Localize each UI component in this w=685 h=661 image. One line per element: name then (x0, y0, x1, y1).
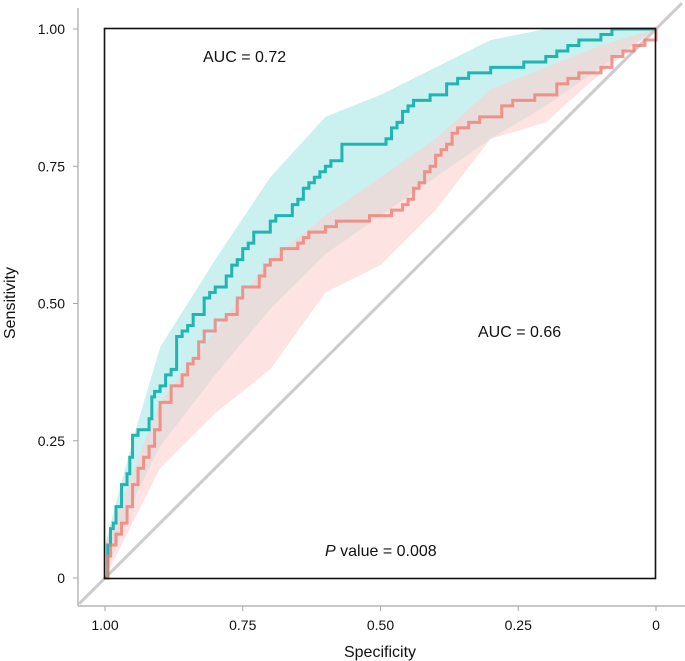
roc-curves (105, 27, 658, 580)
y-tick-label: 0.50 (38, 296, 65, 312)
p-value-text: value = 0.008 (336, 543, 437, 560)
x-tick-label: 0.75 (229, 617, 256, 633)
auc-label-red: AUC = 0.66 (478, 324, 561, 341)
chance-diagonal-line (78, 2, 683, 605)
confidence-band-cyan (105, 29, 656, 578)
plot-frame (103, 27, 657, 580)
y-axis-title: Sensitivity (2, 267, 19, 339)
outer-axes (77, 8, 685, 607)
x-axis-title: Specificity (344, 644, 416, 661)
y-ticks: 0 0.25 0.50 0.75 1.00 (38, 21, 78, 586)
y-tick-label: 0.75 (38, 158, 65, 174)
p-value-italic-p: P (325, 543, 336, 560)
p-value-annotation: P value = 0.008 (325, 543, 437, 560)
y-tick-label: 0.25 (38, 433, 65, 449)
x-tick-label: 1.00 (91, 617, 118, 633)
x-tick-label: 0.25 (505, 617, 532, 633)
roc-curve-cyan (105, 27, 656, 580)
y-tick-label: 0 (57, 570, 65, 586)
roc-curve-red (105, 29, 658, 580)
y-tick-label: 1.00 (38, 21, 65, 37)
x-tick-label: 0 (652, 617, 660, 633)
x-ticks: 1.00 0.75 0.50 0.25 0 (91, 606, 660, 633)
confidence-bands (105, 29, 656, 578)
auc-label-cyan: AUC = 0.72 (203, 49, 286, 66)
x-tick-label: 0.50 (367, 617, 394, 633)
